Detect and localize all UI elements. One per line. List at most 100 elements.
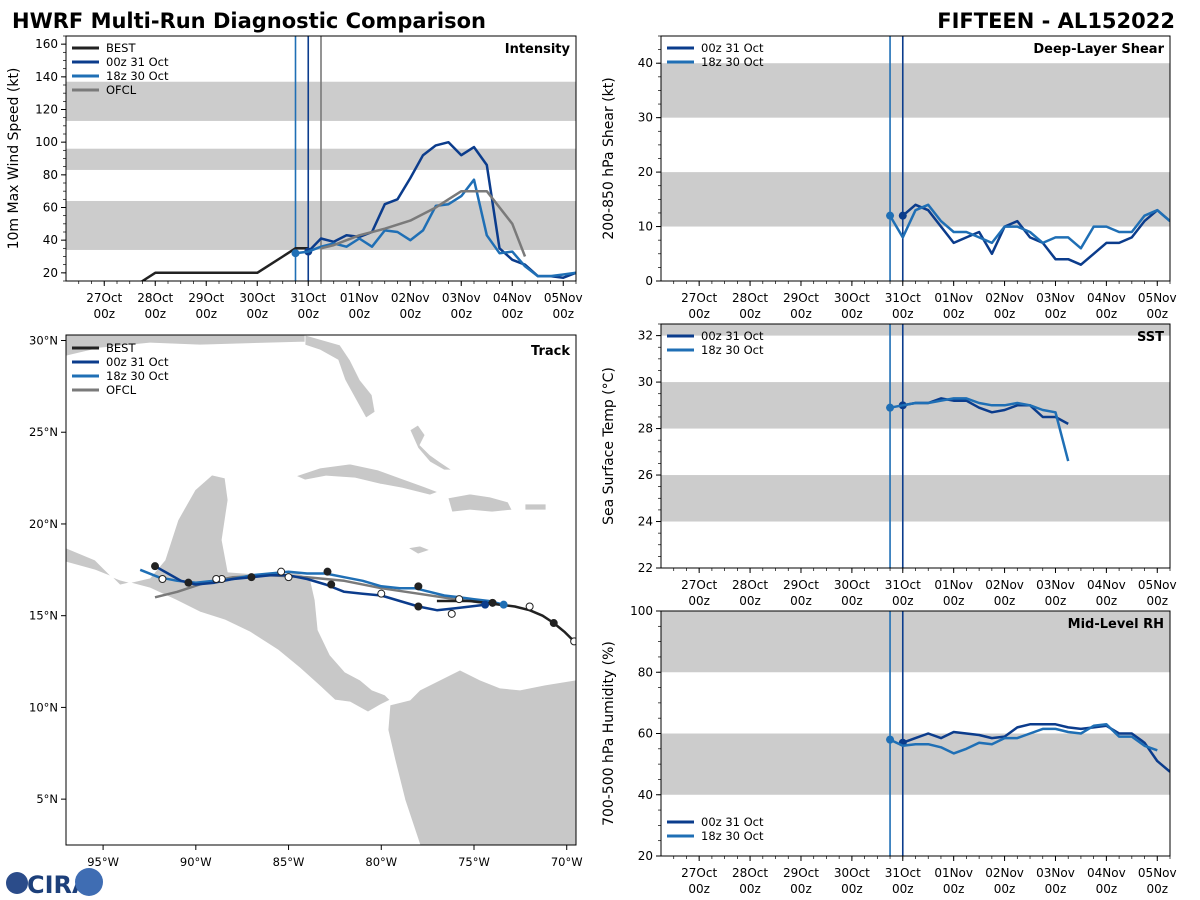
intensity-x-tick-day: 31Oct	[290, 291, 326, 305]
sst-shading-band-0	[661, 475, 1170, 522]
track-position-dot-1-0	[481, 600, 490, 609]
shear-x-tick-day: 29Oct	[783, 291, 819, 305]
rh-x-tick-day: 01Nov	[934, 866, 973, 880]
land-hispaniola	[447, 493, 513, 513]
rh-title: Mid-Level RH	[1068, 617, 1164, 632]
shear-legend-label-0: 00z 31 Oct	[701, 41, 764, 55]
intensity-legend-label-0: BEST	[106, 41, 136, 55]
track-position-dot-1-3	[327, 580, 336, 589]
intensity-y-tick-label: 20	[43, 266, 58, 280]
sst-y-tick-label: 30	[638, 375, 653, 389]
rh-x-tick-hour: 00z	[892, 882, 914, 896]
track-line-2	[139, 568, 505, 606]
sst-series-group	[886, 397, 1070, 462]
track-series-group	[139, 562, 576, 646]
land-cuba	[294, 463, 440, 496]
track-legend-label-0: BEST	[106, 341, 136, 355]
track-plot	[139, 562, 576, 646]
intensity-x-tick-day: 30Oct	[239, 291, 275, 305]
shear-x-tick-day: 03Nov	[1036, 291, 1075, 305]
sst-x-tick-day: 29Oct	[783, 578, 819, 592]
track-position-dot-0-2	[525, 602, 534, 611]
sst-y-tick-label: 28	[638, 422, 653, 436]
track-legend-label-2: 18z 30 Oct	[106, 369, 169, 383]
rh-x-tick-hour: 00z	[943, 882, 965, 896]
track-lon-label: 75°W	[458, 855, 490, 869]
rh-y-tick-label: 20	[638, 849, 653, 863]
track-lon-label: 90°W	[180, 855, 212, 869]
rh-x-tick-day: 02Nov	[985, 866, 1024, 880]
shear-x-tick-day: 05Nov	[1138, 291, 1177, 305]
intensity-x-tick-day: 02Nov	[391, 291, 430, 305]
track-position-dot-2-2	[414, 582, 423, 591]
shear-x-tick-hour: 00z	[841, 307, 863, 321]
shear-series-line-1	[888, 203, 1170, 250]
rh-legend-label-1: 18z 30 Oct	[701, 829, 764, 843]
track-lon-label: 80°W	[365, 855, 397, 869]
shear-y-tick-label: 0	[645, 274, 653, 288]
rh-x-tick-hour: 00z	[1146, 882, 1168, 896]
sst-x-tick-day: 01Nov	[934, 578, 973, 592]
sst-x-tick-hour: 00z	[994, 594, 1016, 608]
intensity-y-axis-label: 10m Max Wind Speed (kt)	[6, 68, 22, 250]
shear-x-tick-hour: 00z	[1096, 307, 1118, 321]
intensity-legend-label-2: 18z 30 Oct	[106, 69, 169, 83]
rh-series-marker-1	[886, 735, 895, 744]
shear-x-tick-hour: 00z	[892, 307, 914, 321]
sst-x-tick-day: 02Nov	[985, 578, 1024, 592]
sst-y-tick-label: 24	[638, 515, 653, 529]
track-line-0	[436, 599, 575, 643]
sst-y-tick-label: 22	[638, 561, 653, 575]
track-legend-label-1: 00z 31 Oct	[106, 355, 169, 369]
track-position-dot-1-6	[212, 574, 221, 583]
sst-title: SST	[1137, 330, 1164, 345]
land-south-america	[387, 669, 576, 845]
rh-series-group	[886, 723, 1170, 773]
rh-x-tick-day: 05Nov	[1138, 866, 1177, 880]
cira-logo: CIRA	[6, 868, 103, 899]
sst-x-tick-hour: 00z	[790, 594, 812, 608]
shear-legend-label-1: 18z 30 Oct	[701, 55, 764, 69]
rh-x-tick-hour: 00z	[841, 882, 863, 896]
track-panel: 5°N 10°N 15°N 20°N 25°N 30°N 95°W 90°W 85°W 80°W 7…	[29, 334, 583, 869]
track-line-1	[154, 565, 486, 612]
sst-x-tick-hour: 00z	[841, 594, 863, 608]
track-lat-label: 10°N	[29, 700, 58, 714]
rh-x-tick-hour: 00z	[994, 882, 1016, 896]
intensity-legend-label-3: OFCL	[106, 83, 137, 97]
rh-y-tick-label: 60	[638, 727, 653, 741]
sst-legend-label-0: 00z 31 Oct	[701, 329, 764, 343]
intensity-series-line-0	[140, 247, 309, 281]
intensity-x-tick-day: 28Oct	[137, 291, 173, 305]
intensity-title: Intensity	[505, 42, 571, 57]
track-position-dot-0-1	[549, 619, 558, 628]
track-position-dot-2-3	[323, 567, 332, 576]
shear-series-group	[886, 203, 1170, 266]
intensity-x-tick-day: 27Oct	[86, 291, 122, 305]
intensity-x-tick-hour: 00z	[450, 307, 472, 321]
shear-x-tick-hour: 00z	[739, 307, 761, 321]
sst-x-tick-hour: 00z	[688, 594, 710, 608]
shear-x-tick-day: 28Oct	[732, 291, 768, 305]
sst-x-tick-day: 31Oct	[885, 578, 921, 592]
rh-series-line-0	[902, 723, 1170, 773]
rh-x-tick-hour: 00z	[739, 882, 761, 896]
cira-globe-icon	[6, 872, 28, 894]
sst-series-line-1	[889, 397, 1070, 462]
shear-x-tick-day: 30Oct	[834, 291, 870, 305]
land-puerto-rico	[524, 503, 547, 511]
rh-y-axis-label: 700-500 hPa Humidity (%)	[601, 641, 617, 826]
intensity-x-tick-day: 29Oct	[188, 291, 224, 305]
track-lon-label: 85°W	[273, 855, 305, 869]
rh-x-tick-day: 28Oct	[732, 866, 768, 880]
sst-shading-band-2	[661, 324, 1170, 336]
intensity-frame	[65, 35, 577, 282]
sst-series-marker-1	[886, 403, 895, 412]
shear-y-tick-label: 10	[638, 220, 653, 234]
track-position-dot-1-7	[184, 578, 193, 587]
track-legend-label-3: OFCL	[106, 383, 137, 397]
shear-y-tick-label: 40	[638, 56, 653, 70]
shear-x-tick-hour: 00z	[1045, 307, 1067, 321]
shear-x-tick-day: 04Nov	[1087, 291, 1126, 305]
